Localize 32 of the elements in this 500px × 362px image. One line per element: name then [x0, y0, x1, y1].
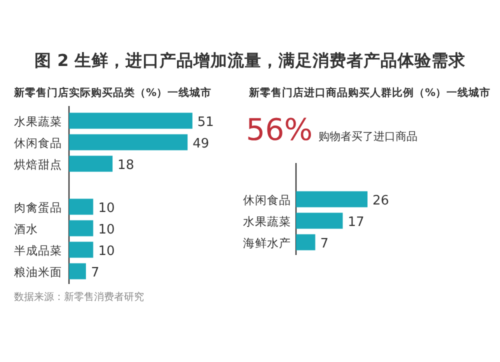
- bar: [69, 242, 94, 258]
- data-label: 7: [90, 265, 100, 280]
- text: 图 2 生鲜，进口产品增加流量，满足消费者产品体验需求: [34, 51, 466, 70]
- y-tick-label: 休闲食品: [243, 192, 291, 207]
- y-tick-label: 休闲食品: [14, 136, 62, 150]
- y-tick-label: 水果蔬菜: [243, 214, 291, 228]
- data-label: 10: [98, 222, 115, 238]
- bar: [69, 112, 192, 129]
- data-label: 51: [197, 114, 214, 130]
- y-tick-label: 烘焙甜点: [14, 157, 62, 172]
- text: 56% 购物者买了进口商品: [246, 113, 418, 148]
- bar: [69, 134, 188, 150]
- chart-subtitle: 新零售门店进口商品购买人群比例（%）一线城市: [248, 86, 491, 99]
- data-label: 18: [118, 158, 134, 173]
- source-note: 数据来源：新零售消费者研究: [14, 291, 144, 303]
- bar: [69, 156, 113, 172]
- data-label: 26: [372, 193, 390, 208]
- y-tick-label: 酒水: [14, 222, 38, 236]
- y-tick-label: 海鲜水产: [243, 236, 291, 250]
- bar: [69, 263, 86, 280]
- data-label: 49: [192, 136, 210, 152]
- data-label: 7: [320, 236, 329, 252]
- y-tick-label: 半成品菜: [14, 243, 62, 258]
- y-tick-label: 肉禽蛋品: [14, 200, 62, 214]
- y-tick-label: 水果蔬菜: [14, 114, 62, 128]
- chart-subtitle: 新零售门店实际购买品类（%）一线城市: [13, 86, 212, 99]
- y-tick-label: 粮油米面: [14, 264, 62, 279]
- data-label: 10: [98, 200, 115, 216]
- data-label: 10: [98, 244, 115, 259]
- bar: [69, 198, 94, 215]
- data-label: 17: [348, 214, 364, 230]
- bar: [69, 220, 94, 236]
